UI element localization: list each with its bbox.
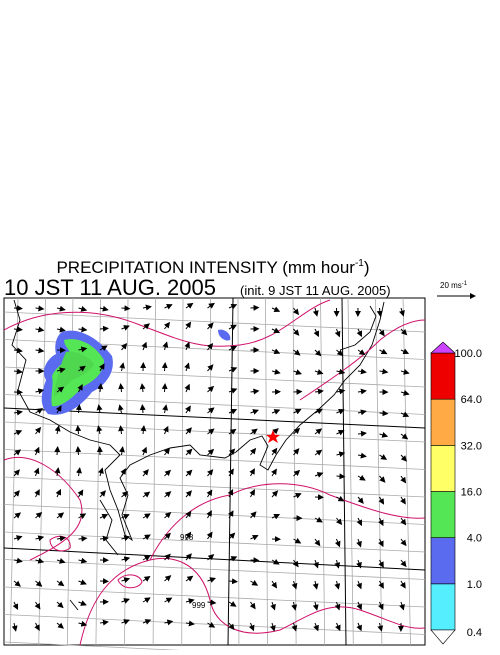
scale-text: 20 ms	[440, 281, 462, 290]
title-close: )	[364, 258, 370, 277]
colorbar: 0.4 1.0 4.0 16.0 32.0 64.0 100.0	[431, 342, 482, 644]
valid-time: 10 JST 11 AUG. 2005	[4, 275, 216, 300]
init-time: (init. 9 JST 11 AUG. 2005)	[240, 283, 391, 298]
colorbar-label: 64.0	[461, 394, 482, 406]
scale-label: 20 ms-1	[440, 281, 468, 290]
colorbar-segment	[431, 445, 455, 491]
wind-vector	[78, 447, 79, 455]
colorbar-over	[431, 342, 455, 353]
wind-vector	[142, 405, 143, 413]
wind-vector	[165, 384, 166, 392]
colorbar-under	[431, 630, 455, 644]
colorbar-label: 16.0	[461, 487, 482, 499]
map: 998 999	[4, 298, 425, 650]
colorbar-segment	[431, 353, 455, 399]
colorbar-segment	[431, 584, 455, 630]
wind-vector	[122, 308, 130, 309]
wind-vector	[14, 308, 22, 309]
contour-label: 999	[192, 601, 206, 610]
scale-superscript: -1	[462, 281, 468, 287]
colorbar-label: 0.4	[467, 627, 482, 639]
colorbar-label: 1.0	[467, 579, 482, 591]
colorbar-segment	[431, 492, 455, 538]
colorbar-label: 100.0	[454, 348, 482, 360]
colorbar-segment	[431, 399, 455, 445]
colorbar-label: 4.0	[467, 533, 482, 545]
wind-vector	[57, 447, 58, 455]
colorbar-label: 32.0	[461, 440, 482, 452]
colorbar-segment	[431, 538, 455, 584]
wind-vector	[380, 413, 388, 414]
wind-vector	[229, 581, 237, 582]
wind-vector	[165, 363, 166, 371]
wind-vector	[100, 328, 108, 329]
